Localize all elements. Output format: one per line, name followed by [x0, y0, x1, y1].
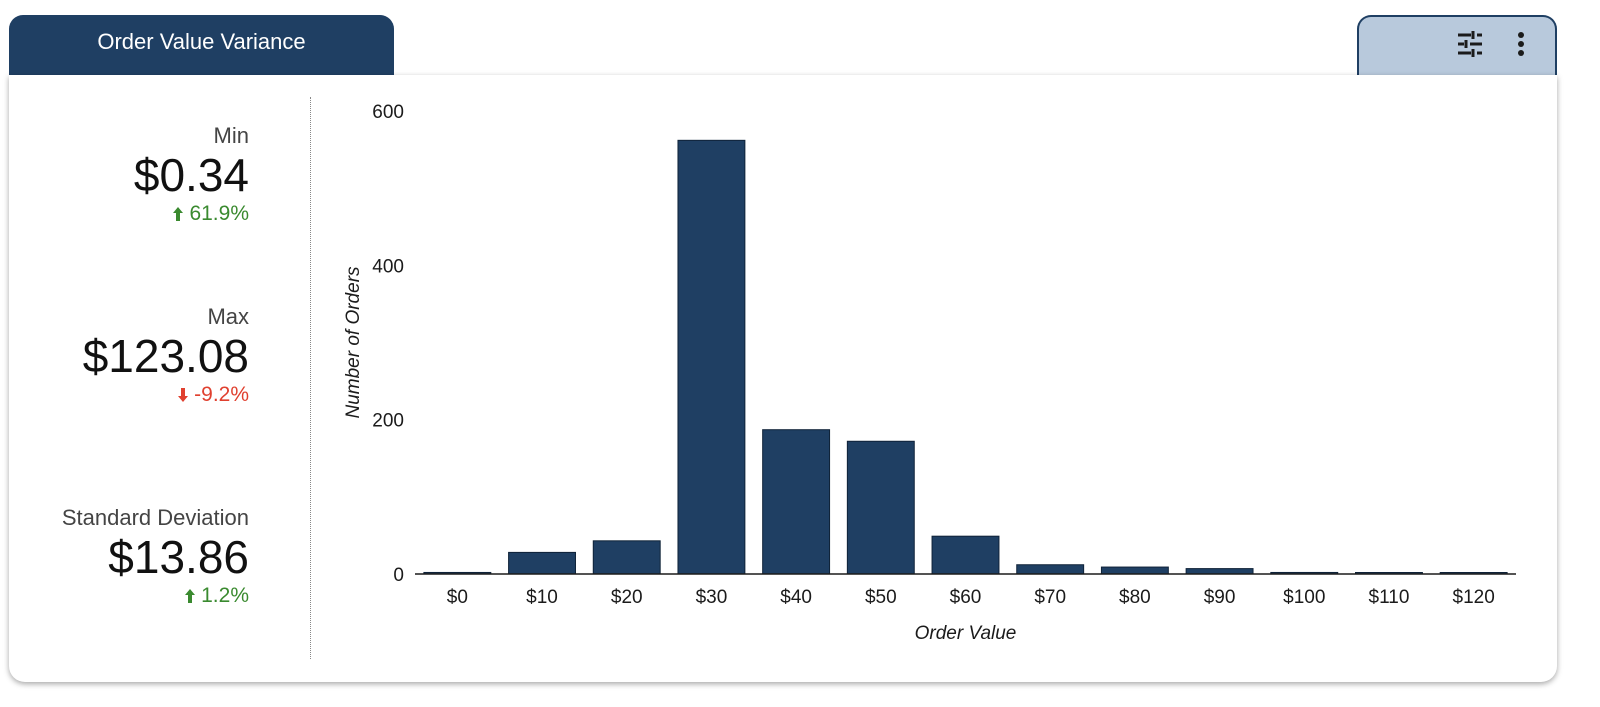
- x-tick-label: $80: [1119, 587, 1151, 608]
- kpi-max-label: Max: [207, 304, 249, 329]
- x-tick-label: $0: [447, 587, 468, 608]
- histogram-bar[interactable]: [762, 429, 831, 575]
- y-axis-label: Number of Orders: [343, 266, 364, 419]
- kpi-max-delta-text: -9.2%: [194, 383, 249, 406]
- x-tick-label: $50: [865, 587, 897, 608]
- histogram-chart: 600 400 200 0 $0 $10 $20 $30 $40 $50 $60 $70 $80 $90…: [343, 102, 1516, 644]
- kpi-stddev-value: $13.86: [108, 531, 249, 583]
- x-axis-label: Order Value: [915, 623, 1017, 644]
- histogram-bar[interactable]: [1100, 566, 1169, 575]
- x-tick-label: $70: [1034, 587, 1066, 608]
- kpi-min-value: $0.34: [133, 149, 249, 201]
- histogram-bar[interactable]: [592, 540, 661, 575]
- histogram-bar[interactable]: [677, 139, 746, 575]
- x-tick-label: $30: [696, 587, 728, 608]
- arrow-down-icon: [178, 388, 189, 403]
- kpi-max-value: $123.08: [82, 330, 249, 382]
- filter-settings-button[interactable]: [1453, 27, 1487, 61]
- y-tick-label: 200: [372, 411, 404, 432]
- x-tick-label: $60: [950, 587, 982, 608]
- kpi-max-delta: -9.2%: [9, 382, 249, 408]
- chart-title-tab: Order Value Variance: [9, 15, 394, 77]
- kpi-stddev: Standard Deviation $13.86 1.2%: [9, 505, 249, 609]
- y-tick-label: 400: [372, 256, 404, 277]
- x-tick-label: $40: [780, 587, 812, 608]
- kpi-min: Min $0.34 61.9%: [9, 123, 249, 227]
- chart-title: Order Value Variance: [97, 29, 306, 54]
- kpi-min-label: Min: [213, 123, 249, 148]
- tune-sliders-icon: [1458, 31, 1482, 57]
- kpi-stddev-delta: 1.2%: [9, 583, 249, 609]
- kpi-min-delta: 61.9%: [9, 201, 249, 227]
- x-tick-label: $90: [1204, 587, 1236, 608]
- histogram-bar[interactable]: [1185, 568, 1254, 575]
- x-tick-label: $120: [1453, 587, 1495, 608]
- kpi-divider: [310, 97, 311, 659]
- x-tick-label: $110: [1369, 587, 1410, 608]
- chart-card: Min $0.34 61.9% Max $123.08 -9.2% Standa…: [9, 75, 1557, 682]
- histogram-bar[interactable]: [508, 551, 576, 575]
- histogram-bar[interactable]: [846, 440, 915, 575]
- x-tick-label: $10: [526, 587, 558, 608]
- y-tick-label: 0: [393, 565, 404, 586]
- x-tick-label: $20: [611, 587, 643, 608]
- kpi-stddev-label: Standard Deviation: [61, 505, 249, 530]
- histogram-bar[interactable]: [1016, 564, 1085, 575]
- toolbar-tab: [1357, 15, 1557, 77]
- kpi-max: Max $123.08 -9.2%: [9, 304, 249, 408]
- more-vert-icon: [1518, 32, 1524, 56]
- arrow-up-icon: [173, 207, 184, 222]
- y-tick-label: 600: [372, 102, 404, 123]
- more-options-button[interactable]: [1504, 27, 1538, 61]
- arrow-up-icon: [185, 589, 196, 604]
- kpi-min-delta-text: 61.9%: [189, 202, 249, 225]
- histogram-bar[interactable]: [931, 535, 1000, 575]
- x-tick-label: $100: [1283, 587, 1325, 608]
- kpi-stddev-delta-text: 1.2%: [201, 584, 249, 607]
